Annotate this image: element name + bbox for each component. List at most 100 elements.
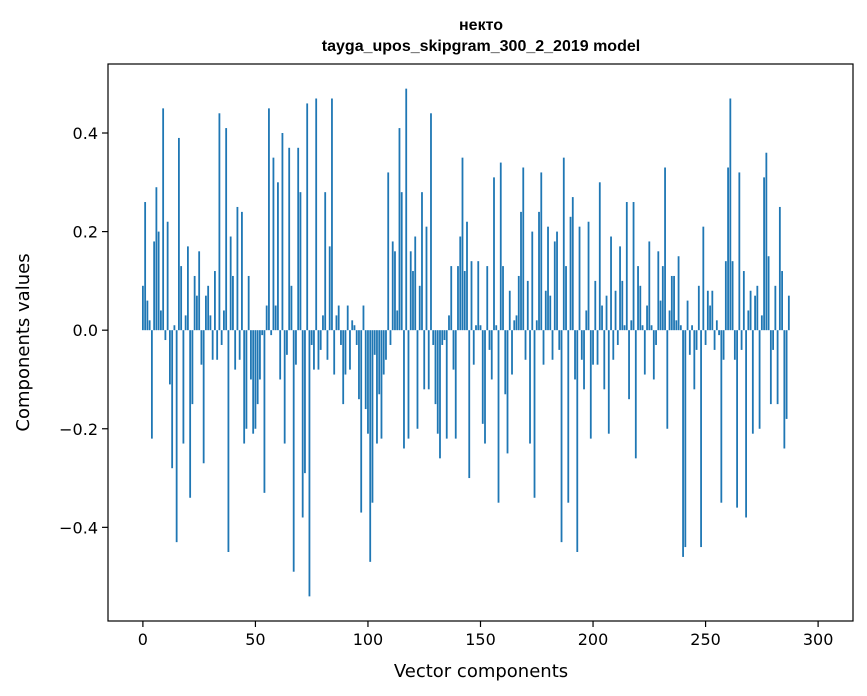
- bar: [369, 330, 372, 562]
- bar: [421, 192, 423, 331]
- bar: [351, 320, 354, 331]
- bar: [448, 315, 450, 331]
- bar: [576, 330, 579, 552]
- bar: [499, 162, 502, 331]
- bar: [702, 226, 705, 331]
- bar: [380, 330, 383, 439]
- bar: [198, 251, 201, 331]
- bar: [742, 271, 745, 331]
- bar: [250, 330, 252, 380]
- bar: [171, 330, 174, 469]
- bar: [760, 315, 763, 331]
- bar: [691, 325, 693, 331]
- bar: [223, 310, 225, 331]
- bar: [270, 330, 273, 336]
- bar: [229, 236, 232, 331]
- bar: [763, 177, 765, 331]
- bar: [637, 266, 639, 331]
- bar: [430, 113, 432, 331]
- bar: [337, 305, 340, 331]
- bar: [241, 211, 243, 331]
- bar: [679, 325, 682, 331]
- bar: [148, 320, 151, 331]
- y-tick-label: 0.2: [73, 223, 98, 242]
- bar: [529, 330, 531, 444]
- bar: [308, 330, 311, 597]
- y-tick-label: 0.4: [73, 124, 98, 143]
- bar: [488, 330, 491, 350]
- bar: [655, 330, 657, 345]
- bar: [673, 275, 675, 331]
- bar: [686, 300, 689, 331]
- bar: [220, 330, 223, 345]
- bar: [268, 108, 270, 331]
- bar: [722, 330, 725, 360]
- bar: [598, 182, 601, 331]
- bar: [738, 172, 741, 331]
- bar: [547, 226, 549, 331]
- bar: [382, 330, 385, 375]
- bar: [497, 330, 500, 503]
- bar: [524, 330, 527, 360]
- bar: [259, 330, 261, 380]
- bar: [693, 330, 696, 390]
- bar: [621, 280, 624, 331]
- bar: [704, 330, 707, 345]
- bar: [479, 325, 482, 331]
- bar: [169, 330, 171, 385]
- bar: [718, 330, 720, 336]
- bar: [322, 315, 324, 331]
- bar: [236, 206, 239, 331]
- bar: [700, 330, 702, 548]
- bar: [558, 330, 561, 350]
- bar: [313, 330, 315, 370]
- bar: [159, 310, 162, 331]
- bar: [765, 152, 768, 331]
- bar: [326, 330, 329, 360]
- bar: [157, 231, 160, 331]
- bar: [315, 98, 318, 331]
- bar: [310, 330, 313, 345]
- bar: [747, 310, 750, 331]
- bar: [286, 330, 288, 355]
- bar: [450, 266, 453, 331]
- bar: [754, 295, 756, 331]
- bar: [180, 266, 183, 331]
- bar: [214, 271, 216, 331]
- bar: [578, 226, 581, 331]
- bar: [567, 330, 570, 503]
- bar: [281, 133, 284, 331]
- bar: [191, 330, 194, 405]
- bar: [360, 330, 363, 513]
- bar: [373, 330, 376, 355]
- bar: [162, 108, 165, 331]
- bar: [164, 330, 167, 341]
- bar: [648, 241, 651, 331]
- bar: [274, 305, 277, 331]
- bar: [279, 330, 282, 380]
- bar: [664, 167, 666, 331]
- bar: [364, 330, 367, 410]
- bar: [740, 330, 743, 350]
- bar: [272, 157, 275, 331]
- bar: [432, 330, 435, 345]
- bar: [610, 236, 612, 331]
- bar: [787, 295, 790, 331]
- y-axis-ticks: −0.4 −0.2 0.0 0.2 0.4: [59, 124, 108, 537]
- bar: [243, 330, 246, 444]
- bar: [362, 305, 365, 331]
- bar: [632, 202, 635, 331]
- bar: [736, 330, 738, 508]
- bar: [506, 330, 509, 454]
- bar: [468, 330, 471, 479]
- bar: [544, 290, 547, 331]
- bar: [187, 246, 189, 331]
- bar: [589, 330, 592, 439]
- bar: [150, 330, 153, 439]
- bar: [301, 330, 304, 518]
- bar: [418, 285, 421, 331]
- bar: [254, 330, 257, 429]
- bar: [682, 330, 684, 557]
- bar: [677, 256, 680, 331]
- bar: [684, 330, 687, 548]
